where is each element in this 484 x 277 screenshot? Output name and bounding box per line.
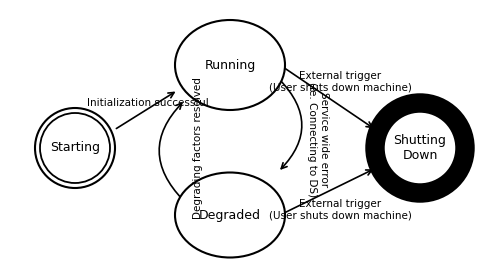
Text: Initialization successful: Initialization successful bbox=[87, 98, 209, 108]
Ellipse shape bbox=[175, 173, 285, 258]
Text: Degrading factors resolved: Degrading factors resolved bbox=[193, 77, 203, 219]
Text: External trigger
(User shuts down machine): External trigger (User shuts down machin… bbox=[268, 71, 410, 93]
Ellipse shape bbox=[35, 108, 115, 188]
Text: Degraded: Degraded bbox=[198, 209, 260, 222]
Ellipse shape bbox=[374, 103, 464, 193]
Text: Shutting
Down: Shutting Down bbox=[393, 134, 445, 162]
Text: External trigger
(User shuts down machine): External trigger (User shuts down machin… bbox=[268, 199, 410, 221]
Ellipse shape bbox=[175, 20, 285, 110]
Text: Running: Running bbox=[204, 58, 255, 71]
Ellipse shape bbox=[40, 113, 110, 183]
Text: Starting: Starting bbox=[50, 142, 100, 155]
Text: Service wide error
(ie. Connecting to DS): Service wide error (ie. Connecting to DS… bbox=[306, 83, 328, 198]
